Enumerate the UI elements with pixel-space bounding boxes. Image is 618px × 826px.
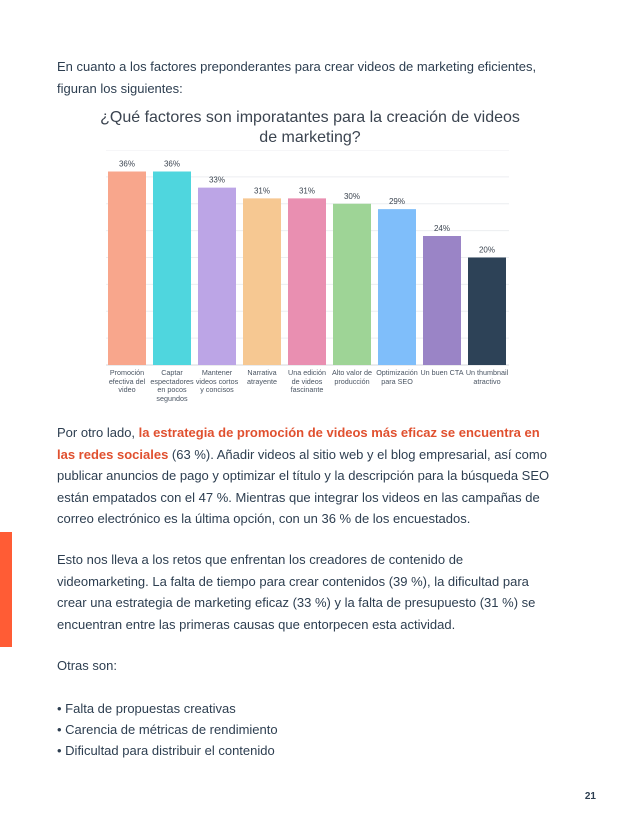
bar [468,257,506,365]
promotion-text-end: (63 %). Añadir videos al sitio web y el … [57,446,550,527]
promotion-paragraph: Por otro lado, la estrategia de promoció… [57,422,557,530]
bar-value-label: 36% [119,160,135,169]
category-label: Optimización para SEO [376,368,418,386]
bar [198,187,236,365]
intro-paragraph: En cuanto a los factores preponderantes … [57,59,537,96]
bar-value-label: 36% [164,160,180,169]
list-item: Carencia de métricas de rendimiento [57,719,277,740]
category-label: Un thumbnail atractivo [465,368,509,386]
category-label: Alto valor de producción [332,368,372,386]
challenges-paragraph: Esto nos lleva a los retos que enfrentan… [57,552,536,632]
bar [423,236,461,365]
bar-value-label: 24% [434,224,450,233]
category-label: Promoción efectiva del video [108,368,146,395]
side-accent-tab [0,532,12,647]
others-label: Otras son: [57,658,117,673]
page-number: 21 [584,791,596,802]
bar [108,171,146,365]
bar-value-label: 29% [389,197,405,206]
bar [243,198,281,365]
promotion-text-start: Por otro lado, [57,425,139,440]
list-item: Dificultad para distribuir el contenido [57,740,278,761]
list-item: Falta de propuestas creativas [57,698,278,719]
promotion-highlight: la estrategia de promoción de videos más… [57,425,540,462]
bar [333,203,371,365]
bar-value-label: 31% [299,186,315,195]
category-label: Narrativa atrayente [247,368,277,386]
chart-title: ¿Qué factores son imporatantes para la c… [100,109,520,146]
category-label: Una edición de videos fascinante [288,368,326,395]
bar [378,209,416,365]
bar-value-label: 31% [254,186,270,195]
bar [153,171,191,365]
bar-value-label: 20% [479,246,495,255]
bar-value-label: 30% [344,192,360,201]
bar-value-label: 33% [209,176,225,185]
category-label: Mantener videos cortos y concisos [195,368,239,395]
category-label: Captar espectadores en pocos segundos [150,368,194,403]
challenges-list: Falta de propuestas creativas Carencia d… [57,698,278,761]
bar-chart: 36% 36% 33% 31% 31% 30% 29% 24% 20% [106,150,509,366]
category-label: Un buen CTA [420,368,464,377]
bar [288,198,326,365]
